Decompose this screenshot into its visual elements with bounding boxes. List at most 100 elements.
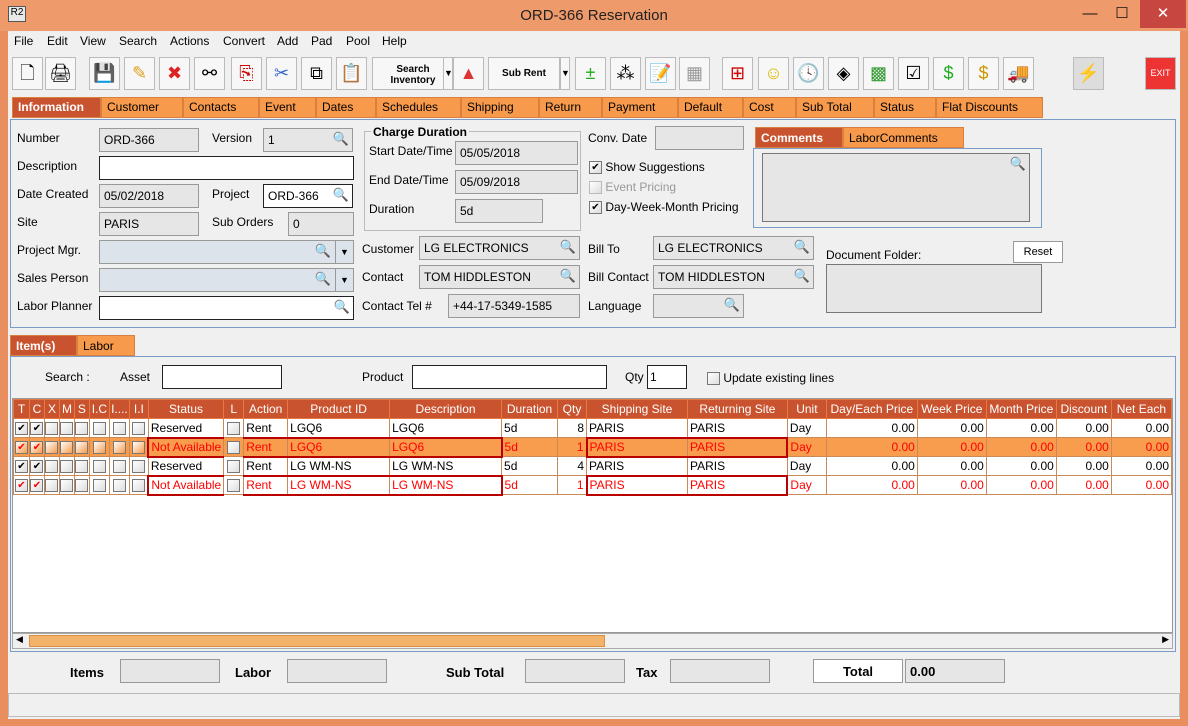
cell-qty[interactable]: 4 bbox=[557, 456, 587, 476]
smiley-icon[interactable]: ☺ bbox=[758, 57, 789, 90]
reset-button[interactable]: Reset bbox=[1013, 241, 1063, 263]
cell-ret[interactable]: PARIS bbox=[686, 474, 789, 496]
document-folder-field[interactable] bbox=[826, 264, 1042, 313]
row-checkbox-cell[interactable] bbox=[108, 437, 130, 457]
column-header[interactable]: Day/Each Price bbox=[825, 399, 918, 419]
cell-product[interactable]: LGQ6 bbox=[287, 418, 391, 438]
checkbox-checked[interactable]: ✔ bbox=[589, 161, 602, 175]
close-button[interactable]: ✕ bbox=[1140, 0, 1186, 28]
cell-status[interactable]: Not Available bbox=[147, 474, 225, 496]
horizontal-scrollbar[interactable]: ◀ ▶ bbox=[12, 633, 1173, 649]
checkbox-unchecked[interactable] bbox=[60, 460, 74, 474]
menu-search[interactable]: Search bbox=[119, 34, 158, 48]
checkbox-unchecked[interactable] bbox=[60, 479, 74, 493]
checkbox-unchecked[interactable] bbox=[45, 441, 59, 455]
schedule-icon[interactable]: 🕓 bbox=[793, 57, 824, 90]
column-header[interactable]: Month Price bbox=[985, 399, 1057, 419]
checkbox-checked[interactable]: ✔ bbox=[30, 460, 44, 474]
row-checkbox-cell[interactable] bbox=[88, 418, 110, 438]
sub-rent-button[interactable]: Sub Rent bbox=[488, 57, 560, 90]
search-icon[interactable]: 🔍 bbox=[333, 299, 350, 314]
cell-duration[interactable]: 5d bbox=[501, 475, 559, 495]
cell-net[interactable]: 0.00 bbox=[1110, 418, 1172, 438]
menu-pad[interactable]: Pad bbox=[311, 34, 333, 48]
cell-qty[interactable]: 8 bbox=[557, 418, 587, 438]
menu-edit[interactable]: Edit bbox=[47, 34, 68, 48]
row-checkbox-cell[interactable] bbox=[58, 456, 75, 476]
menu-view[interactable]: View bbox=[80, 34, 106, 48]
tab-status[interactable]: Status bbox=[874, 97, 936, 118]
column-header[interactable]: L bbox=[223, 399, 245, 419]
cell-action[interactable]: Rent bbox=[243, 418, 289, 438]
tab-schedules[interactable]: Schedules bbox=[376, 97, 461, 118]
checkbox-unchecked[interactable] bbox=[92, 460, 106, 474]
cell-action[interactable]: Rent bbox=[243, 474, 289, 496]
column-header[interactable]: S bbox=[73, 399, 90, 419]
row-checkbox-cell[interactable] bbox=[128, 418, 149, 438]
cell-week[interactable]: 0.00 bbox=[916, 418, 987, 438]
checkbox-unchecked[interactable] bbox=[132, 422, 146, 436]
column-header[interactable]: Qty bbox=[557, 399, 587, 419]
calculator-icon[interactable]: ▦ bbox=[679, 57, 710, 90]
checkbox-checked[interactable]: ✔ bbox=[30, 479, 44, 493]
chevron-down-icon[interactable]: ▼ bbox=[335, 269, 353, 291]
date-created-field[interactable]: 05/02/2018 bbox=[99, 184, 199, 208]
checkbox-checked[interactable]: ✔ bbox=[14, 441, 28, 455]
column-header[interactable]: X bbox=[43, 399, 60, 419]
cell-ret[interactable]: PARIS bbox=[686, 456, 788, 476]
table-row[interactable]: ✔ ✔ Reserved Rent LGQ6 LGQ6 5d 8 PARIS PARIS Day 0.… bbox=[13, 418, 1172, 438]
cell-unit[interactable]: Day bbox=[786, 418, 827, 438]
asset-input[interactable] bbox=[162, 365, 282, 389]
row-checkbox-cell[interactable] bbox=[58, 475, 75, 495]
hierarchy-icon[interactable]: ⊞ bbox=[722, 57, 753, 90]
cell-week[interactable]: 0.00 bbox=[916, 456, 987, 476]
checkbox-unchecked[interactable] bbox=[45, 422, 59, 436]
cell-ship[interactable]: PARIS bbox=[586, 456, 688, 476]
column-header[interactable]: Status bbox=[147, 399, 225, 419]
row-checkbox-cell[interactable] bbox=[58, 418, 75, 438]
checkbox-unchecked[interactable] bbox=[60, 441, 74, 455]
column-header[interactable]: T bbox=[13, 399, 30, 419]
checkbox-unchecked[interactable] bbox=[132, 479, 146, 493]
table-row[interactable]: ✔ ✔ Not Available Rent LGQ6 LGQ6 5d 1 PARIS PARIS… bbox=[13, 436, 1172, 458]
checkbox-unchecked[interactable] bbox=[112, 422, 126, 436]
checkbox-unchecked[interactable] bbox=[92, 422, 106, 436]
event-pricing-checkbox[interactable]: Event Pricing bbox=[589, 180, 676, 195]
scroll-left-icon[interactable]: ◀ bbox=[16, 634, 23, 644]
column-header[interactable]: Duration bbox=[501, 399, 559, 419]
end-date-field[interactable]: 05/09/2018 bbox=[455, 170, 578, 194]
checkbox-unchecked[interactable] bbox=[92, 441, 106, 455]
cell-net[interactable]: 0.00 bbox=[1110, 475, 1172, 495]
cell-status[interactable]: Reserved bbox=[147, 418, 225, 438]
duration-field[interactable]: 5d bbox=[455, 199, 543, 223]
row-checkbox-cell[interactable] bbox=[128, 456, 149, 476]
cell-product[interactable]: LG WM-NS bbox=[287, 474, 391, 496]
minimize-button[interactable]: — bbox=[1082, 5, 1098, 22]
cell-product[interactable]: LG WM-NS bbox=[287, 456, 391, 476]
checkbox-unchecked[interactable] bbox=[92, 479, 106, 493]
row-checkbox-cell[interactable]: ✔ bbox=[13, 456, 30, 476]
checkbox-unchecked[interactable] bbox=[60, 422, 74, 436]
column-header[interactable]: Product ID bbox=[287, 399, 391, 419]
cell-unit[interactable]: Day bbox=[786, 456, 827, 476]
search-icon[interactable]: 🔍 bbox=[793, 239, 810, 254]
row-checkbox-cell[interactable] bbox=[43, 475, 60, 495]
cell-desc[interactable]: LGQ6 bbox=[389, 436, 503, 458]
sub-rent-dropdown-icon[interactable]: ▼ bbox=[560, 57, 570, 90]
cell-unit[interactable]: Day bbox=[786, 437, 827, 457]
tab-return[interactable]: Return bbox=[539, 97, 602, 118]
invoice-icon[interactable]: $ bbox=[968, 57, 999, 90]
paste-icon[interactable]: 📋 bbox=[336, 57, 367, 90]
update-existing-lines-checkbox[interactable]: Update existing lines bbox=[707, 371, 834, 386]
menu-help[interactable]: Help bbox=[382, 34, 407, 48]
column-header[interactable]: M bbox=[58, 399, 75, 419]
checkbox-unchecked[interactable] bbox=[45, 460, 59, 474]
labor-planner-field[interactable]: 🔍 bbox=[99, 296, 354, 320]
cell-disc[interactable]: 0.00 bbox=[1055, 437, 1112, 457]
cell-action[interactable]: Rent bbox=[243, 436, 289, 458]
table-row[interactable]: ✔ ✔ Reserved Rent LG WM-NS LG WM-NS 5d 4 PARIS PA… bbox=[13, 456, 1172, 476]
search-icon[interactable]: 🔍 bbox=[332, 187, 349, 202]
cell-desc[interactable]: LGQ6 bbox=[389, 418, 503, 438]
menu-add[interactable]: Add bbox=[277, 34, 299, 48]
column-header[interactable]: Shipping Site bbox=[586, 399, 688, 419]
